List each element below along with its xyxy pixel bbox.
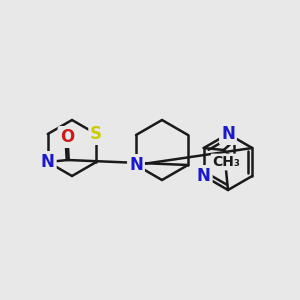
Text: CH₃: CH₃ — [212, 155, 240, 169]
Text: N: N — [221, 125, 235, 143]
Text: N: N — [197, 167, 211, 185]
Text: S: S — [90, 125, 102, 143]
Text: N: N — [129, 156, 143, 174]
Text: O: O — [60, 128, 74, 146]
Text: N: N — [41, 153, 55, 171]
